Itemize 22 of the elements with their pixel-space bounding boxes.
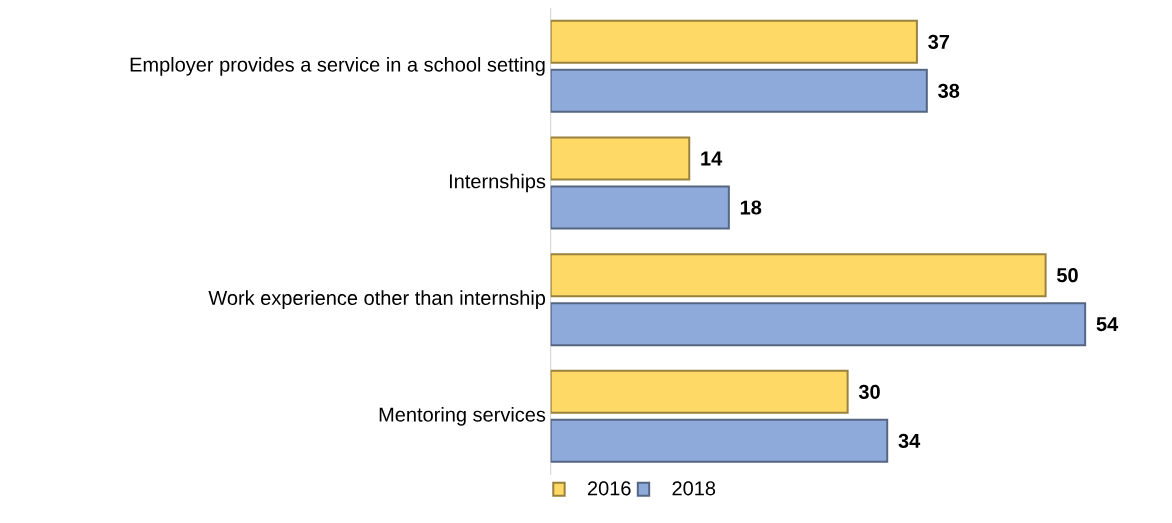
bar — [550, 370, 849, 414]
bar — [550, 185, 730, 230]
data-label: 50 — [1056, 268, 1078, 283]
bar — [550, 69, 928, 114]
bar — [550, 136, 691, 181]
y-tick-label: Work experience other than internship — [208, 290, 546, 310]
y-tick-label: Mentoring services — [379, 407, 546, 426]
data-label: 54 — [1096, 317, 1119, 332]
data-label: 18 — [740, 200, 762, 215]
bar — [550, 419, 889, 463]
data-label: 34 — [898, 433, 921, 449]
bar — [550, 302, 1087, 347]
legend-label: 2018 — [672, 481, 716, 496]
data-label: 14 — [701, 151, 723, 166]
data-label: 38 — [938, 83, 960, 99]
data-label: 30 — [858, 384, 880, 400]
bar — [550, 20, 918, 65]
y-tick-label: Internships — [449, 173, 546, 193]
y-tick-label: Employer provides a service in a school setting — [130, 57, 545, 76]
data-label: 37 — [928, 34, 950, 50]
bar — [550, 253, 1047, 298]
legend-label: 2016 — [587, 481, 631, 496]
